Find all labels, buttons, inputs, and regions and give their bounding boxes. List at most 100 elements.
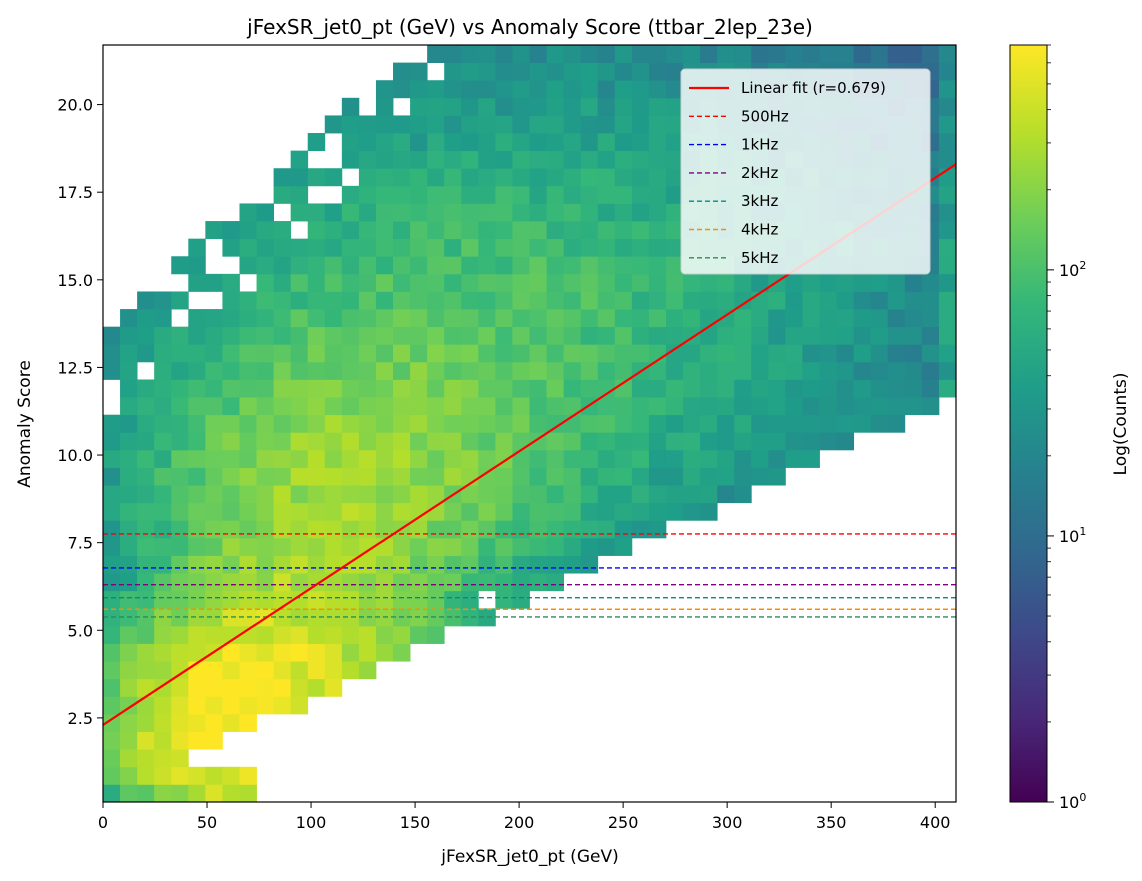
heatmap-cell: [290, 309, 309, 328]
heatmap-cell: [648, 273, 667, 292]
legend: Linear fit (r=0.679) 500Hz 1kHz 2kHz 3kHz 4kH…: [680, 68, 931, 275]
heatmap-cell: [529, 520, 547, 539]
heatmap-cell: [290, 520, 309, 539]
heatmap-cell: [597, 432, 616, 451]
heatmap-cell: [427, 203, 445, 222]
x-tick-label: 250: [608, 813, 639, 832]
heatmap-cell: [393, 502, 411, 521]
heatmap-cell: [393, 150, 411, 169]
heatmap-cell: [563, 185, 582, 204]
heatmap-cell: [853, 309, 872, 328]
heatmap-cell: [938, 185, 956, 204]
heatmap-cell: [256, 661, 274, 680]
heatmap-cell: [597, 256, 616, 275]
heatmap-cell: [683, 344, 701, 363]
heatmap-cell: [222, 625, 240, 644]
heatmap-cell: [751, 45, 769, 63]
heatmap-cell: [137, 731, 155, 750]
heatmap-cell: [938, 97, 956, 116]
heatmap-cell: [307, 625, 326, 644]
heatmap-cell: [358, 397, 377, 416]
heatmap-cell: [478, 97, 496, 116]
heatmap-cell: [188, 590, 206, 609]
heatmap-cell: [512, 185, 530, 204]
heatmap-cell: [137, 414, 155, 433]
heatmap-cell: [648, 168, 667, 187]
heatmap-cell: [103, 344, 121, 363]
heatmap-cell: [375, 203, 394, 222]
heatmap-cell: [137, 625, 155, 644]
heatmap-cell: [529, 485, 547, 504]
heatmap-cell: [785, 326, 803, 345]
heatmap-cell: [188, 678, 206, 697]
heatmap-cell: [751, 467, 769, 486]
heatmap-cell: [154, 361, 172, 380]
colorbar-tick-label: 102: [1059, 259, 1086, 280]
heatmap-cell: [375, 573, 394, 592]
heatmap-cell: [478, 80, 496, 99]
x-axis-ticks: 0 50 100 150 200 250 300 350 400: [98, 802, 950, 832]
heatmap-cell: [427, 625, 445, 644]
heatmap-cell: [103, 643, 121, 662]
heatmap-cell: [665, 45, 684, 63]
heatmap-cell: [614, 203, 633, 222]
heatmap-cell: [563, 344, 582, 363]
heatmap-cell: [614, 344, 633, 363]
heatmap-cell: [444, 344, 462, 363]
heatmap-cell: [631, 449, 650, 468]
heatmap-cell: [307, 467, 326, 486]
heatmap-cell: [137, 520, 155, 539]
heatmap-cell: [375, 414, 394, 433]
heatmap-cell: [648, 467, 667, 486]
heatmap-cell: [478, 309, 496, 328]
heatmap-cell: [375, 590, 394, 609]
heatmap-cell: [836, 379, 855, 398]
heatmap-cell: [256, 625, 274, 644]
heatmap-cell: [478, 133, 496, 152]
heatmap-cell: [341, 608, 360, 627]
x-axis-label: jFexSR_jet0_pt (GeV): [440, 847, 618, 867]
heatmap-cell: [529, 502, 547, 521]
heatmap-cell: [495, 168, 513, 187]
heatmap-cell: [410, 309, 428, 328]
heatmap-cell: [529, 238, 547, 257]
heatmap-cell: [154, 731, 172, 750]
heatmap-cells: [103, 45, 956, 802]
heatmap-cell: [358, 625, 377, 644]
heatmap-cell: [717, 414, 735, 433]
heatmap-cell: [290, 625, 309, 644]
heatmap-cell: [375, 221, 394, 240]
heatmap-cell: [512, 221, 530, 240]
heatmap-cell: [324, 379, 343, 398]
heatmap-cell: [188, 696, 206, 715]
heatmap-cell: [751, 397, 769, 416]
heatmap-cell: [904, 326, 923, 345]
heatmap-cell: [205, 502, 223, 521]
heatmap-cell: [137, 485, 155, 504]
heatmap-cell: [358, 449, 377, 468]
heatmap-cell: [580, 485, 599, 504]
heatmap-cell: [648, 485, 667, 504]
heatmap-cell: [597, 537, 616, 556]
heatmap-cell: [137, 291, 155, 310]
heatmap-cell: [785, 432, 803, 451]
heatmap-cell: [700, 414, 718, 433]
heatmap-cell: [444, 62, 462, 81]
heatmap-cell: [563, 326, 582, 345]
heatmap-cell: [120, 485, 138, 504]
heatmap-cell: [188, 397, 206, 416]
heatmap-cell: [171, 661, 189, 680]
heatmap-cell: [631, 133, 650, 152]
heatmap-cell: [546, 150, 565, 169]
heatmap-cell: [273, 643, 292, 662]
heatmap-cell: [580, 80, 599, 99]
heatmap-cell: [563, 537, 582, 556]
heatmap-cell: [341, 414, 360, 433]
heatmap-cell: [256, 397, 274, 416]
heatmap-cell: [427, 379, 445, 398]
heatmap-cell: [427, 97, 445, 116]
heatmap-cell: [631, 309, 650, 328]
heatmap-cell: [461, 256, 479, 275]
heatmap-cell: [188, 432, 206, 451]
heatmap-cell: [717, 397, 735, 416]
